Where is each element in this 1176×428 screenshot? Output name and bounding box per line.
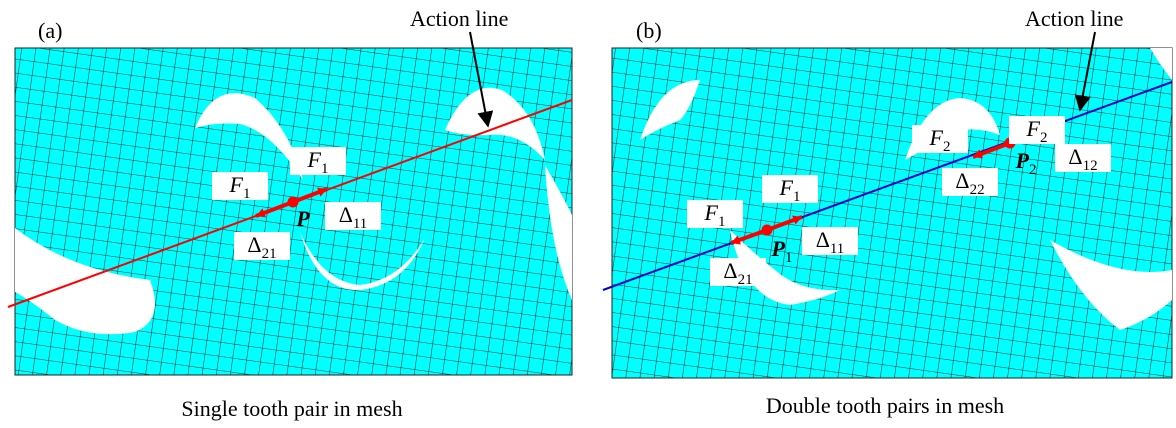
symbol: F	[929, 125, 944, 150]
symbol: Δ	[247, 232, 261, 257]
subscript: 11	[830, 241, 844, 257]
symbol: Δ	[955, 168, 969, 193]
subscript: 12	[1083, 158, 1098, 174]
symbol: P	[1015, 148, 1030, 173]
subscript: 1	[321, 161, 329, 177]
symbol: F	[307, 147, 322, 172]
symbol: Δ	[723, 258, 737, 283]
symbol: Δ	[816, 227, 830, 252]
action-line-label: Action line	[410, 6, 508, 31]
subscript: 2	[1040, 130, 1048, 146]
panel-tag: (b)	[636, 18, 662, 43]
symbol: P	[295, 206, 310, 231]
caption: Single tooth pair in mesh	[181, 396, 402, 421]
symbol: F	[779, 175, 794, 200]
subscript: 21	[738, 272, 753, 288]
subscript: 1	[243, 186, 251, 202]
panel-tag: (a)	[38, 18, 62, 43]
symbol-label: P	[295, 206, 310, 231]
action-line-label: Action line	[1025, 6, 1123, 31]
contact-point	[762, 225, 773, 236]
page: (a) Action line Single tooth pair in mes…	[0, 0, 1176, 428]
subscript: 1	[718, 214, 726, 230]
subscript: 2	[1029, 162, 1037, 178]
symbol: Δ	[1068, 144, 1082, 169]
caption: Double tooth pairs in mesh	[766, 393, 1004, 418]
mesh-a	[15, 48, 572, 375]
subscript: 1	[793, 189, 801, 205]
symbol: F	[704, 200, 719, 225]
subscript: 22	[970, 182, 985, 198]
subscript: 2	[943, 139, 951, 155]
symbol: F	[1026, 116, 1041, 141]
symbol: Δ	[339, 202, 353, 227]
symbol: P	[771, 236, 786, 261]
figure: (a) Action line Single tooth pair in mes…	[0, 0, 1176, 423]
subscript: 11	[353, 216, 367, 232]
symbol: F	[229, 172, 244, 197]
subscript: 1	[785, 250, 793, 266]
subscript: 21	[262, 246, 277, 262]
